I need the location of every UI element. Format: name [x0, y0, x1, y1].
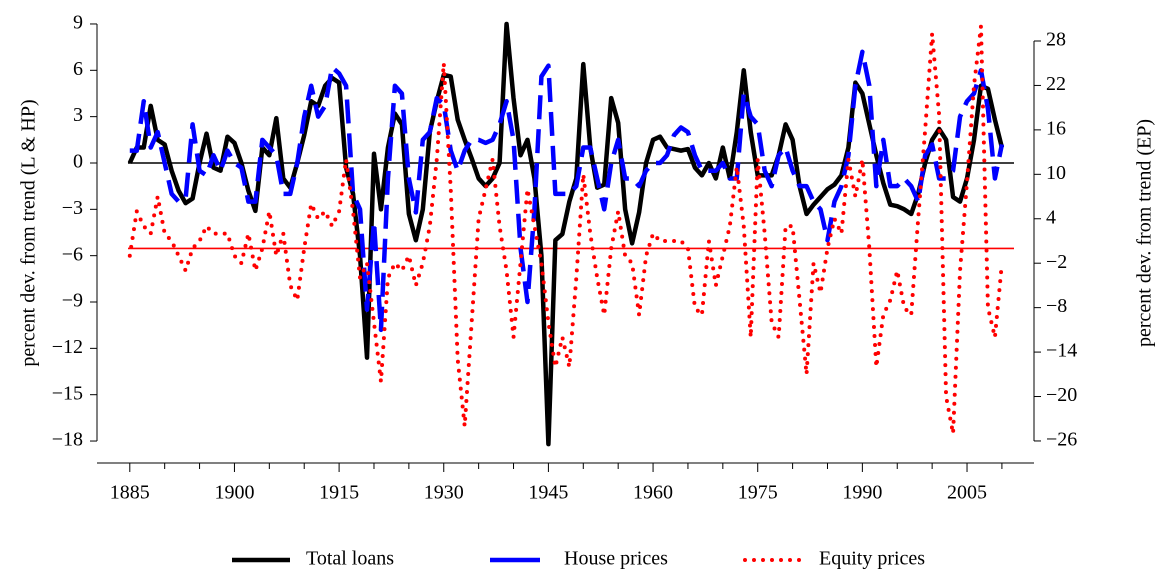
y-tick-label: 0	[73, 151, 83, 173]
y2-tick-label: 16	[1046, 117, 1066, 139]
x-tick-label: 1945	[528, 482, 568, 504]
series-line	[127, 21, 1005, 447]
y2-tick-label: −20	[1046, 384, 1077, 406]
legend-label: Equity prices	[819, 548, 925, 570]
x-tick-label: 1885	[110, 482, 150, 504]
x-tick-label: 1975	[738, 482, 778, 504]
y2-tick-label: −26	[1046, 429, 1077, 451]
y2-tick-label: 22	[1046, 73, 1066, 95]
y2-tick-label: −14	[1046, 340, 1077, 362]
y2-axis-label: percent dev. from trend (EP)	[1134, 119, 1156, 347]
y-axis-label: percent dev. from trend (L & HP)	[18, 99, 40, 366]
y-tick-label: 3	[73, 104, 83, 126]
x-tick-label: 1930	[424, 482, 464, 504]
series-line	[129, 49, 1005, 333]
y2-tick-label: −2	[1046, 251, 1067, 273]
y-tick-label: −12	[52, 336, 83, 358]
y2-tick-label: 28	[1046, 29, 1066, 51]
x-tick-label: 1900	[214, 482, 254, 504]
y-tick-label: −9	[62, 290, 83, 312]
legend-label: House prices	[564, 548, 668, 570]
y-tick-label: −6	[62, 243, 83, 265]
legend-label: Total loans	[306, 548, 394, 570]
y-tick-label: 6	[73, 58, 83, 80]
y2-tick-label: −8	[1046, 295, 1067, 317]
series-line	[127, 24, 1004, 436]
y-tick-label: −15	[52, 382, 83, 404]
y2-tick-label: 4	[1046, 206, 1056, 228]
x-tick-label: 1990	[842, 482, 882, 504]
y2-tick-label: 10	[1046, 162, 1066, 184]
y-tick-label: 9	[73, 12, 83, 34]
x-tick-label: 1960	[633, 482, 673, 504]
x-tick-label: 1915	[319, 482, 359, 504]
x-tick-label: 2005	[947, 482, 987, 504]
y-tick-label: −18	[52, 429, 83, 451]
y-tick-label: −3	[62, 197, 83, 219]
